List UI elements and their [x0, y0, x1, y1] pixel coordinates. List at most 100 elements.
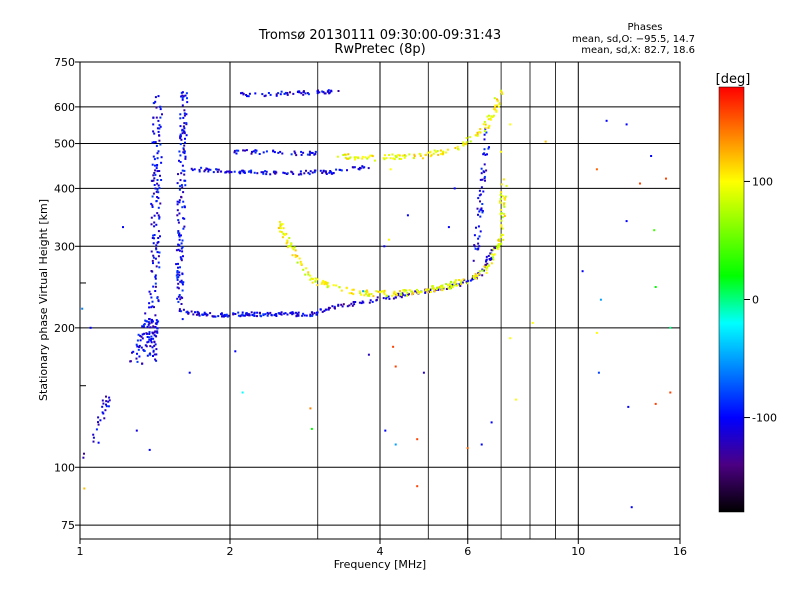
echo-point — [393, 290, 396, 293]
echo-point — [413, 157, 415, 160]
echo-point — [154, 173, 157, 176]
echo-point — [250, 169, 253, 172]
echo-point — [325, 171, 328, 174]
echo-point — [345, 287, 348, 290]
echo-point — [137, 333, 140, 336]
echo-point — [178, 238, 181, 241]
echo-point — [152, 325, 155, 328]
echo-point — [196, 311, 199, 314]
echo-point — [311, 314, 314, 317]
echo-point — [176, 203, 179, 206]
echo-point — [198, 168, 201, 171]
echo-point — [478, 272, 481, 275]
echo-point — [275, 315, 278, 317]
echo-point — [487, 114, 490, 117]
echo-point — [323, 281, 326, 284]
echo-point — [298, 257, 301, 260]
echo-point — [500, 191, 503, 194]
echo-point — [469, 279, 472, 282]
echo-point — [503, 178, 505, 181]
echo-point — [180, 242, 183, 245]
echo-point — [252, 150, 255, 153]
echo-point — [148, 302, 151, 305]
echo-point — [180, 184, 183, 187]
echo-point — [103, 417, 106, 420]
echo-point — [233, 149, 236, 152]
echo-point — [509, 337, 512, 340]
echo-point — [478, 270, 481, 273]
echo-point — [203, 170, 206, 173]
echo-point — [150, 306, 153, 309]
echo-point — [436, 286, 439, 289]
echo-point — [277, 227, 280, 230]
echo-point — [484, 126, 487, 129]
echo-point — [300, 263, 303, 266]
echo-point — [333, 305, 336, 308]
echo-point — [152, 355, 154, 357]
echo-point — [406, 291, 409, 294]
echo-point — [311, 311, 314, 314]
echo-point — [149, 293, 152, 296]
echo-point — [183, 127, 186, 130]
echo-point — [303, 314, 306, 317]
echo-point — [209, 168, 212, 171]
echo-point — [324, 170, 327, 173]
echo-point — [178, 308, 181, 311]
echo-point — [490, 256, 493, 259]
echo-point — [180, 247, 183, 250]
echo-point — [383, 158, 386, 161]
echo-point — [184, 141, 186, 144]
echo-point — [158, 124, 161, 127]
echo-point — [653, 229, 656, 232]
echo-point — [427, 288, 430, 291]
echo-point — [175, 263, 178, 266]
echo-point — [630, 506, 633, 509]
echo-point — [149, 345, 152, 348]
echo-point — [256, 172, 259, 175]
echo-point — [486, 115, 489, 118]
echo-point — [439, 149, 442, 152]
echo-point — [157, 299, 160, 302]
echo-point — [135, 343, 138, 346]
echo-point — [152, 155, 155, 158]
echo-point — [401, 293, 404, 296]
echo-point — [152, 123, 155, 126]
echo-point — [178, 188, 181, 191]
echo-point — [180, 172, 183, 175]
echo-point — [500, 225, 503, 228]
echo-point — [143, 332, 146, 335]
echo-point — [346, 169, 348, 172]
echo-point — [488, 124, 491, 127]
echo-point — [144, 319, 147, 322]
echo-point — [245, 312, 248, 315]
echo-point — [177, 262, 179, 265]
echo-point — [331, 305, 334, 308]
echo-point — [473, 277, 475, 280]
echo-point — [178, 159, 180, 162]
echo-point — [156, 182, 159, 185]
echo-point — [433, 149, 436, 152]
echo-point — [182, 148, 185, 151]
echo-point — [490, 249, 493, 252]
echo-point — [256, 311, 259, 314]
echo-point — [197, 313, 200, 316]
echo-point — [181, 96, 184, 99]
echo-point — [221, 315, 223, 318]
echo-point — [306, 92, 309, 95]
echo-point — [82, 456, 85, 459]
echo-point — [497, 239, 500, 242]
echo-point — [325, 173, 328, 175]
echo-point — [400, 296, 403, 299]
echo-point — [404, 154, 407, 157]
echo-point — [360, 302, 363, 305]
echo-point — [475, 226, 477, 229]
echo-point — [466, 447, 469, 450]
echo-point — [156, 188, 159, 191]
echo-point — [136, 360, 139, 363]
echo-point — [319, 308, 322, 311]
echo-point — [346, 305, 349, 308]
echo-point — [105, 395, 107, 398]
echo-point — [481, 178, 484, 181]
echo-point — [156, 321, 159, 324]
echo-point — [473, 234, 476, 237]
